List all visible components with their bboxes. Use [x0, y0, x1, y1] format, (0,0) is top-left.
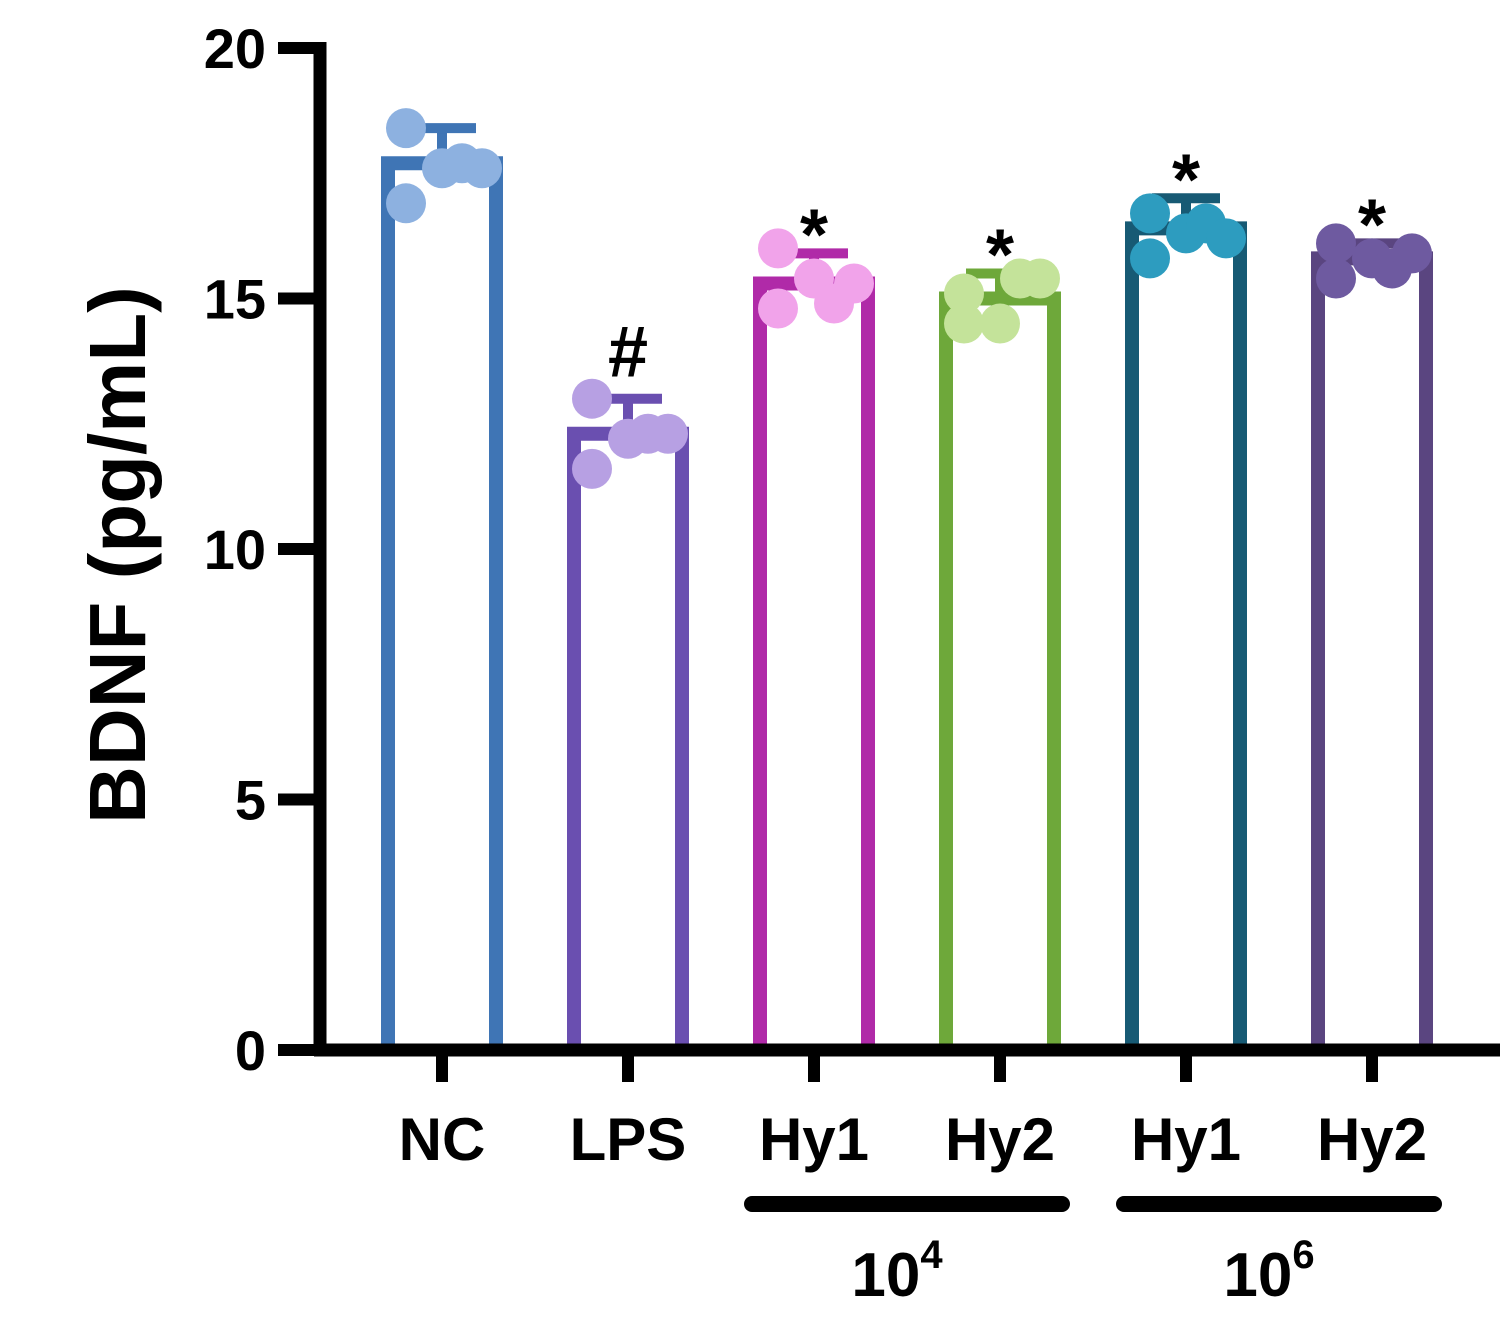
data-point-3-2: [980, 303, 1020, 344]
data-point-4-4: [1206, 218, 1246, 259]
category-label-0: NC: [399, 1106, 486, 1173]
data-point-4-1: [1130, 193, 1170, 234]
data-point-1-0: [572, 378, 612, 419]
y-tick-label-2: 10: [204, 518, 266, 581]
bar-5: [1311, 251, 1433, 1050]
data-point-4-0: [1130, 238, 1170, 279]
bars-layer: [381, 156, 1433, 1050]
data-point-2-0: [758, 288, 798, 329]
data-point-3-1: [944, 273, 984, 314]
error-bars-layer: [408, 123, 1406, 434]
data-point-0-0: [386, 108, 426, 149]
bar-1: [567, 426, 689, 1050]
group-label-exponent-1: 6: [1292, 1233, 1314, 1277]
y-tick-label-1: 5: [235, 769, 266, 832]
y-tick-label-0: 0: [235, 1019, 266, 1082]
data-point-3-4: [1020, 258, 1060, 299]
significance-label-5: *: [1358, 185, 1386, 265]
group-label-base-0: 10: [851, 1241, 920, 1310]
bar-2: [753, 276, 875, 1050]
category-label-3: Hy2: [945, 1106, 1055, 1173]
bar-4: [1125, 221, 1247, 1050]
significance-label-3: *: [986, 215, 1014, 295]
data-point-5-0: [1316, 258, 1356, 299]
significance-label-1: #: [608, 313, 648, 393]
axes-layer: [278, 42, 1500, 1212]
group-label-1: 106: [1223, 1233, 1314, 1310]
group-label-0: 104: [851, 1233, 943, 1310]
category-label-2: Hy1: [759, 1106, 869, 1173]
y-axis-title: BDNF (pg/mL): [73, 286, 162, 824]
data-points-layer: [386, 108, 1432, 489]
data-point-0-1: [386, 183, 426, 224]
category-label-1: LPS: [570, 1106, 687, 1173]
y-tick-label-3: 15: [204, 268, 266, 331]
significance-label-2: *: [800, 195, 828, 275]
data-point-3-0: [944, 303, 984, 344]
bar-3: [939, 291, 1061, 1050]
data-point-1-1: [572, 448, 612, 489]
data-point-0-4: [462, 148, 502, 189]
data-point-2-1: [758, 228, 798, 269]
significance-label-4: *: [1172, 140, 1200, 220]
data-point-5-4: [1392, 233, 1432, 274]
group-label-base-1: 10: [1223, 1241, 1292, 1310]
group-label-exponent-0: 4: [920, 1233, 943, 1277]
data-point-1-4: [648, 413, 688, 454]
category-label-4: Hy1: [1131, 1106, 1241, 1173]
category-label-5: Hy2: [1317, 1106, 1427, 1173]
bar-0: [381, 156, 503, 1050]
data-point-5-1: [1316, 223, 1356, 264]
y-tick-label-4: 20: [204, 17, 266, 80]
data-point-2-4: [834, 263, 874, 304]
